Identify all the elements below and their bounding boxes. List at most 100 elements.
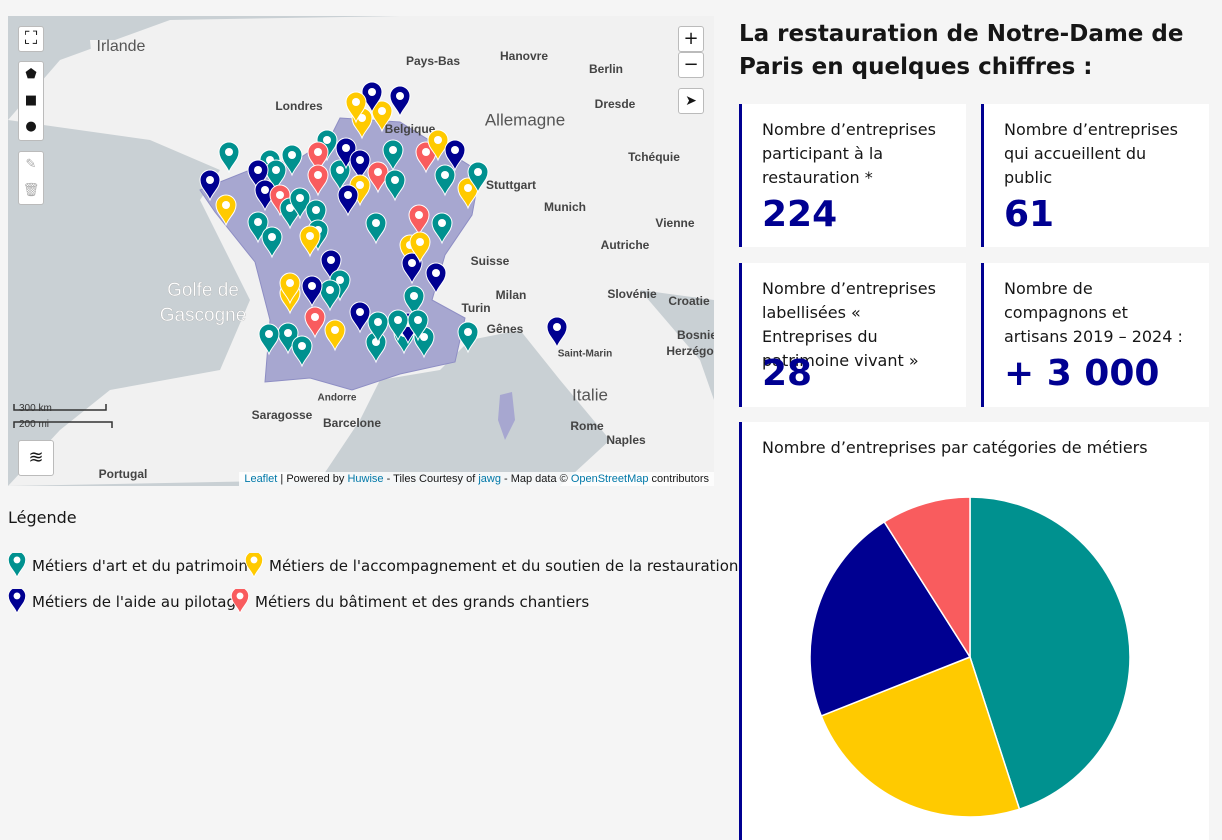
map-canvas[interactable]: Irlande Pays-Bas Hanovre Berlin Londres Belgi… (8, 16, 714, 486)
map-marker (307, 141, 329, 174)
attribution-link[interactable]: jawg (478, 473, 501, 485)
zoom-out[interactable]: − (678, 52, 704, 78)
map[interactable]: Irlande Pays-Bas Hanovre Berlin Londres Belgi… (8, 16, 714, 486)
attribution-link[interactable]: Huwise (347, 473, 384, 485)
map-marker-dot (368, 88, 376, 96)
map-label: Golfe de (167, 280, 239, 301)
map-marker-dot (254, 166, 262, 174)
legend-icon (8, 553, 26, 579)
map-marker-dot (464, 184, 472, 192)
zoom-in[interactable]: + (678, 26, 704, 52)
map-marker-dot (225, 148, 233, 156)
map-marker (301, 275, 323, 308)
map-label: Stuttgart (486, 178, 536, 192)
map-marker (365, 212, 387, 245)
map-label: Bosnie (677, 328, 714, 342)
map-marker (305, 199, 327, 232)
draw-tools[interactable]: ⬟ ■ ● (18, 61, 44, 141)
map-marker-dot (389, 146, 397, 154)
map-marker-dot (254, 218, 262, 226)
stat-label: Nombre d’entreprises labellisées « Entre… (762, 279, 936, 370)
legend-pin-dot (13, 592, 21, 600)
page-title: La restauration de Notre-Dame de Paris e… (739, 21, 1184, 80)
map-marker-dot (296, 194, 304, 202)
map-marker (349, 301, 371, 334)
map-marker (199, 169, 221, 202)
fullscreen-button[interactable]: ⛶ (18, 26, 44, 52)
legend-label: Métiers de l'accompagnement et du soutie… (269, 557, 739, 575)
map-label: Gênes (487, 322, 524, 336)
edit-tools[interactable]: ✎ 🗑 (18, 151, 44, 205)
map-marker (218, 141, 240, 174)
map-marker-dot (356, 156, 364, 164)
map-marker-dot (391, 176, 399, 184)
chart-title: Nombre d’entreprises par catégories de m… (762, 438, 1148, 457)
map-marker (307, 164, 329, 197)
map-marker-dot (276, 191, 284, 199)
map-marker (215, 194, 237, 227)
map-label: Vienne (655, 216, 694, 230)
map-marker (320, 249, 342, 282)
map-marker-dot (434, 136, 442, 144)
scale-label: 300 km (19, 403, 52, 414)
map-marker-dot (372, 219, 380, 227)
legend-pin (245, 553, 263, 579)
map-marker (467, 161, 489, 194)
land (230, 30, 320, 140)
map-marker (319, 279, 341, 312)
legend-pin (8, 553, 26, 579)
map-marker-dot (272, 166, 280, 174)
attribution-text: contributors (648, 473, 709, 485)
legend-item: Métiers du bâtiment et des grands chanti… (231, 589, 589, 615)
map-marker-dot (414, 316, 422, 324)
map-marker (299, 225, 321, 258)
map-marker (247, 159, 269, 192)
map-marker-dot (356, 308, 364, 316)
map-marker (387, 309, 409, 342)
layers-button[interactable]: ≋ (18, 440, 54, 476)
stat-value: 61 (1004, 194, 1055, 235)
map-marker (324, 319, 346, 352)
map-marker (409, 231, 431, 264)
map-marker (431, 212, 453, 245)
scale-bar (13, 404, 113, 428)
locate-button[interactable]: ➤ (678, 88, 704, 114)
map-marker-dot (284, 329, 292, 337)
stat-value: 224 (762, 194, 838, 235)
stat-card: Nombre d’entreprises qui accueillent du … (981, 104, 1209, 247)
map-marker-dot (394, 316, 402, 324)
stat-value: + 3 000 (1004, 353, 1160, 394)
legend-pin-dot (236, 592, 244, 600)
stat-card: Nombre d’entreprises labellisées « Entre… (739, 263, 966, 407)
stat-card: Nombre de compagnons et artisans 2019 – … (981, 263, 1209, 407)
legend-label: Métiers d'art et du patrimoine (32, 557, 258, 575)
attribution-text: - Tiles Courtesy of (383, 473, 479, 485)
map-marker (265, 159, 287, 192)
map-marker (401, 252, 423, 285)
map-marker-dot (222, 201, 230, 209)
map-marker (408, 204, 430, 237)
map-label: Gascogne (160, 305, 247, 326)
map-marker (279, 272, 301, 305)
legend-pin (231, 589, 249, 615)
legend-item: Métiers de l'aide au pilotage (8, 589, 245, 615)
map-marker-dot (312, 206, 320, 214)
map-label: Barcelone (323, 416, 381, 430)
map-label: Autriche (601, 238, 650, 252)
map-marker-dot (441, 171, 449, 179)
map-marker-dot (306, 232, 314, 240)
map-marker-dot (553, 323, 561, 331)
map-marker (345, 91, 367, 124)
map-marker-dot (438, 219, 446, 227)
attribution-link[interactable]: Leaflet (244, 473, 278, 485)
map-label: Hanovre (500, 49, 548, 63)
map-marker-dot (286, 204, 294, 212)
stat-label: Nombre de compagnons et artisans 2019 – … (1004, 279, 1183, 346)
map-marker-dot (261, 186, 269, 194)
map-marker (434, 164, 456, 197)
map-label: Irlande (97, 38, 146, 55)
map-marker (407, 309, 429, 342)
attribution-link[interactable]: OpenStreetMap (570, 473, 649, 485)
